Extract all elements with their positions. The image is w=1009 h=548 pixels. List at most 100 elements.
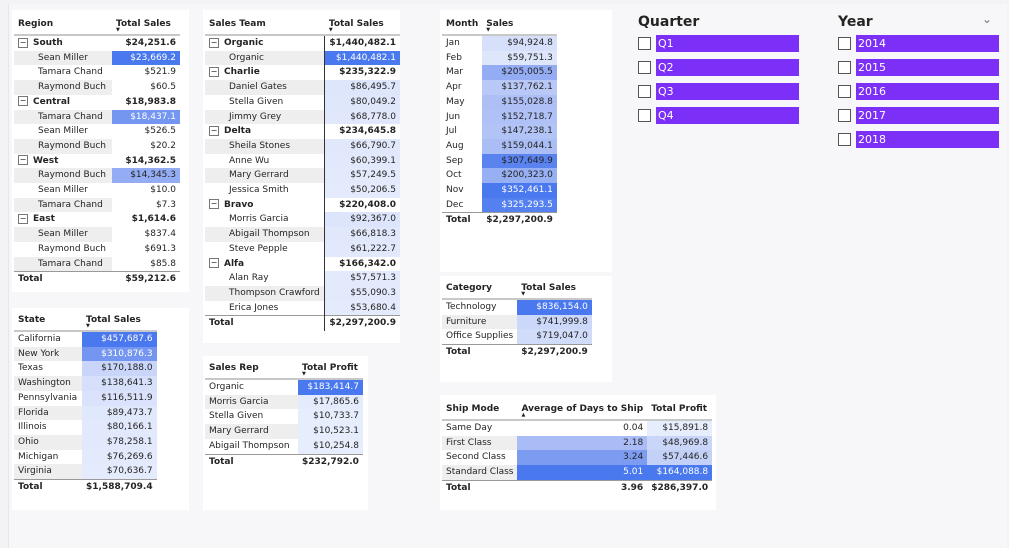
- row-label: Office Supplies: [446, 331, 514, 342]
- col-header-label[interactable]: Sales Team: [205, 14, 325, 36]
- row-value: $307,649.9: [482, 153, 557, 169]
- row-value: $836,154.0: [517, 299, 592, 315]
- slicer-item[interactable]: 2017: [838, 107, 1000, 124]
- col-header-label[interactable]: Month: [442, 14, 483, 36]
- col-header-ship-mode[interactable]: Ship Mode: [442, 399, 518, 421]
- row-label: Mar: [446, 67, 463, 78]
- checkbox[interactable]: [838, 37, 851, 50]
- row-value: $50,206.5: [324, 183, 400, 198]
- row-value: $10,523.1: [298, 424, 363, 439]
- slicer-item[interactable]: 2018: [838, 131, 1000, 148]
- row-value: $137,762.1: [482, 80, 557, 95]
- row-label: Raymond Buch: [38, 82, 106, 93]
- table-row: Furniture $741,999.8: [442, 314, 592, 330]
- col-header-label[interactable]: Sales Rep: [205, 358, 298, 380]
- slicer-item[interactable]: Q3: [638, 83, 800, 100]
- table-row: Jun $152,718.7: [442, 109, 557, 125]
- total-row: Total $2,297,200.9: [205, 315, 400, 332]
- row-value: $57,249.5: [324, 168, 400, 184]
- checkbox[interactable]: [638, 61, 651, 74]
- row-label: Jul: [446, 126, 457, 137]
- col-header-value[interactable]: Total Sales: [112, 14, 180, 40]
- row-label: East: [33, 214, 55, 225]
- checkbox[interactable]: [638, 85, 651, 98]
- table-row: Abigail Thompson $10,254.8: [205, 438, 363, 455]
- collapse-icon[interactable]: −: [209, 199, 219, 210]
- row-label: Bravo: [224, 199, 254, 210]
- row-value: $152,718.7: [482, 109, 557, 125]
- total-label: Total: [442, 212, 483, 229]
- row-label: Same Day: [446, 423, 493, 433]
- row-value: $89,473.7: [82, 405, 157, 421]
- table-row: Office Supplies $719,047.0: [442, 329, 592, 345]
- slicer-item[interactable]: Q2: [638, 59, 800, 76]
- table-row: Morris Garcia $17,865.6: [205, 394, 363, 410]
- collapse-icon[interactable]: −: [18, 155, 28, 166]
- total-label: Total: [14, 271, 112, 287]
- row-label: Texas: [18, 363, 43, 374]
- row-value: $17,865.6: [298, 394, 363, 410]
- total-row: Total $59,212.6: [14, 271, 180, 287]
- table-row: Sean Miller $526.5: [14, 124, 180, 139]
- chevron-down-icon[interactable]: ⌄: [982, 12, 993, 26]
- row-label: California: [18, 334, 61, 344]
- row-label: Feb: [446, 52, 462, 63]
- table-row: Stella Given $80,049.2: [205, 94, 400, 110]
- col-header-value[interactable]: Total Profit: [298, 358, 363, 384]
- collapse-icon[interactable]: −: [209, 258, 219, 269]
- slicer-item[interactable]: Q1: [638, 35, 800, 52]
- row-label: Aug: [446, 140, 464, 151]
- collapse-icon[interactable]: −: [209, 37, 219, 48]
- total-row: Total $1,588,709.4: [14, 479, 157, 495]
- total-row: Total $232,792.0: [205, 453, 363, 470]
- row-label: Stella Given: [209, 411, 264, 422]
- table-row: Stella Given $10,733.7: [205, 409, 363, 425]
- collapse-icon[interactable]: −: [209, 125, 219, 136]
- row-profit: $48,969.8: [647, 435, 713, 451]
- slicer-item[interactable]: 2014: [838, 35, 1000, 52]
- col-header-label[interactable]: Category: [442, 278, 518, 300]
- row-value: $147,238.1: [482, 124, 557, 139]
- collapse-icon[interactable]: −: [18, 37, 28, 48]
- row-label: Organic: [229, 52, 265, 63]
- checkbox[interactable]: [838, 133, 851, 146]
- collapse-icon[interactable]: −: [18, 96, 28, 107]
- row-value: $170,188.0: [82, 361, 157, 377]
- collapse-icon[interactable]: −: [18, 213, 28, 224]
- checkbox[interactable]: [838, 109, 851, 122]
- row-label: West: [33, 155, 59, 166]
- col-header-value[interactable]: Total Sales: [82, 310, 157, 336]
- checkbox[interactable]: [638, 37, 651, 50]
- col-header-value[interactable]: Total Sales: [517, 278, 592, 304]
- col-header-days-to-ship[interactable]: Average of Days to Ship: [517, 399, 648, 425]
- col-header-value[interactable]: Sales: [482, 14, 557, 40]
- row-label: Sheila Stones: [229, 140, 291, 151]
- table-row: − Central $18,983.8: [14, 95, 180, 110]
- row-label: Jimmy Grey: [229, 111, 282, 122]
- col-header-label[interactable]: State: [14, 310, 82, 332]
- col-header-value[interactable]: Total Sales: [324, 14, 400, 40]
- row-value: $70,636.7: [82, 464, 157, 480]
- table-row: Anne Wu $60,399.1: [205, 153, 400, 169]
- checkbox[interactable]: [838, 61, 851, 74]
- table-row: Tamara Chand $85.8: [14, 256, 180, 272]
- col-header-label[interactable]: Region: [14, 14, 112, 36]
- table-row: Jan $94,924.8: [442, 35, 557, 51]
- row-value: $183,414.7: [298, 379, 363, 395]
- collapse-icon[interactable]: −: [209, 66, 219, 77]
- row-label: Dec: [446, 199, 464, 210]
- checkbox[interactable]: [638, 109, 651, 122]
- row-value: $116,511.9: [82, 390, 157, 406]
- slicer-item[interactable]: 2016: [838, 83, 1000, 100]
- col-header-total-profit[interactable]: Total Profit: [647, 399, 713, 421]
- row-label: Sean Miller: [38, 229, 88, 240]
- table-row: Sean Miller $10.0: [14, 183, 180, 198]
- slicer-item[interactable]: Q4: [638, 107, 800, 124]
- table-row: Morris Garcia $92,367.0: [205, 212, 400, 228]
- table-row: Feb $59,751.3: [442, 50, 557, 66]
- slicer-item[interactable]: 2015: [838, 59, 1000, 76]
- row-label: Raymond Buch: [38, 243, 106, 254]
- checkbox[interactable]: [838, 85, 851, 98]
